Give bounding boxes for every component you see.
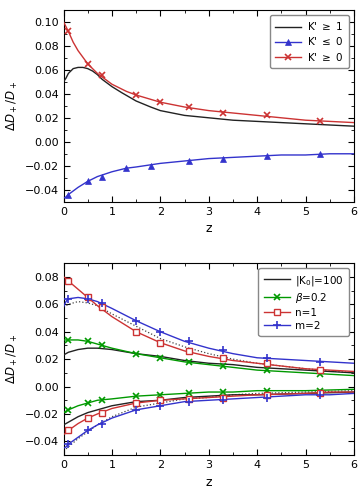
Y-axis label: $\Delta D_+ / D_+$: $\Delta D_+ / D_+$ (5, 334, 20, 384)
X-axis label: z: z (205, 222, 212, 235)
Legend: |K$_0$|=100, $\beta$=0.2, n=1, m=2: |K$_0$|=100, $\beta$=0.2, n=1, m=2 (258, 268, 349, 336)
X-axis label: z: z (205, 475, 212, 489)
Legend: K' $\geq$ 1, K' $\leq$ 0, K' $\geq$ 0: K' $\geq$ 1, K' $\leq$ 0, K' $\geq$ 0 (270, 15, 349, 68)
Y-axis label: $\Delta D_+ / D_+$: $\Delta D_+ / D_+$ (5, 81, 20, 131)
